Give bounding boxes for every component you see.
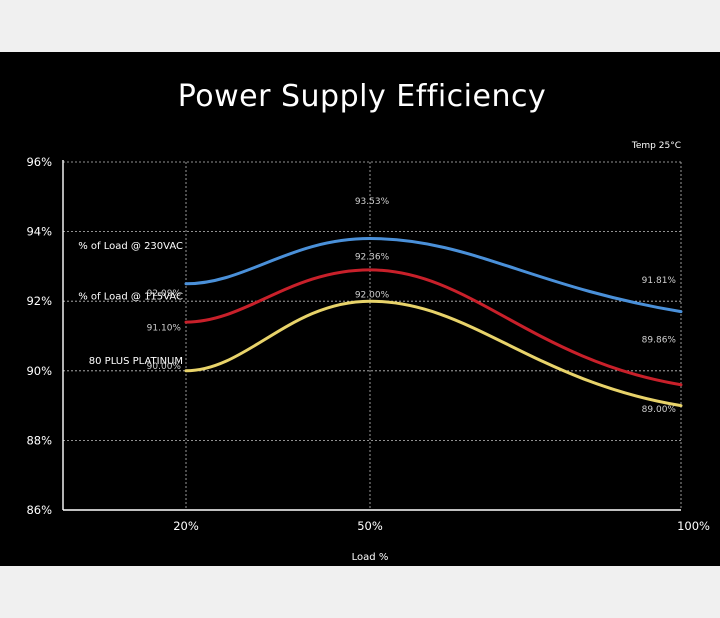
y-tick-92: 92%	[26, 294, 52, 308]
grid-lines	[63, 161, 682, 510]
series-name-1: % of Load @ 115VAC	[78, 291, 183, 302]
y-tick-96: 96%	[26, 155, 52, 169]
series-mid-value-1: 92.36%	[355, 252, 390, 262]
x-tick-50: 50%	[357, 519, 383, 533]
efficiency-chart: Power Supply Efficiency Temp 25°C Load %…	[26, 79, 710, 563]
series-left-value-0: 92.09%	[147, 289, 182, 299]
series-line-1	[184, 268, 683, 387]
x-tick-100: 100%	[677, 519, 710, 533]
series-right-value-0: 91.81%	[642, 276, 677, 286]
data-labels: % of Load @ 230VAC 92.09% 93.53% 91.81% % of…	[78, 197, 676, 415]
series-line-0	[184, 237, 683, 314]
y-tick-94: 94%	[26, 225, 52, 239]
chart-canvas: Power Supply Efficiency Temp 25°C Load %…	[0, 52, 720, 566]
y-tick-86: 86%	[26, 503, 52, 517]
chart-title: Power Supply Efficiency	[178, 79, 546, 114]
series-right-value-1: 89.86%	[642, 335, 677, 345]
x-axis-label: Load %	[352, 552, 389, 563]
series-name-2: 80 PLUS PLATINUM	[89, 356, 183, 367]
series-mid-value-2: 92.00%	[355, 291, 390, 301]
x-tick-20: 20%	[173, 519, 199, 533]
series-mid-value-0: 93.53%	[355, 197, 390, 207]
series-right-value-2: 89.00%	[642, 405, 677, 415]
series-name-0: % of Load @ 230VAC	[78, 241, 183, 252]
axes	[62, 160, 681, 511]
series-left-value-2: 90.00%	[147, 362, 182, 372]
tick-labels: 86% 88% 90% 92% 94% 96% 20% 50% 100%	[26, 155, 710, 533]
temp-note: Temp 25°C	[631, 141, 681, 151]
series-left-value-1: 91.10%	[147, 324, 182, 334]
y-tick-90: 90%	[26, 364, 52, 378]
series-line-2	[184, 299, 683, 408]
y-tick-88: 88%	[26, 433, 52, 447]
series-lines	[184, 237, 683, 408]
